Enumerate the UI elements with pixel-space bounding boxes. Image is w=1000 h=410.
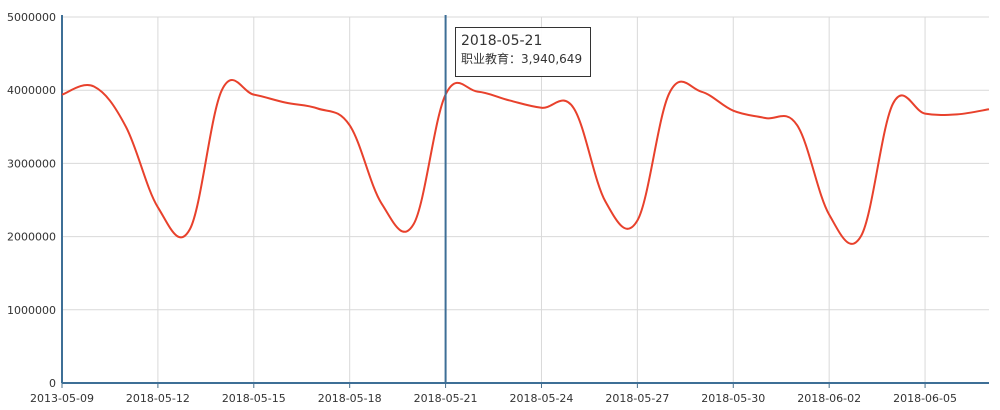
data-point[interactable]: [346, 121, 354, 129]
x-tick-label: 2018-05-21: [414, 392, 478, 405]
data-point[interactable]: [921, 110, 929, 118]
axes: [61, 15, 989, 388]
x-axis-labels: 2013-05-09 2018-05-12 2018-05-15 2018-05-18…: [30, 392, 957, 405]
x-tick-label: 2018-06-02: [797, 392, 861, 405]
data-point[interactable]: [58, 91, 66, 99]
data-point[interactable]: [154, 203, 162, 211]
x-tick-label: 2018-05-30: [701, 392, 765, 405]
data-point[interactable]: [186, 225, 194, 233]
x-tick-label: 2018-05-18: [318, 392, 382, 405]
grid-lines: [62, 16, 989, 383]
y-tick-label: 0: [49, 377, 56, 390]
data-point[interactable]: [250, 91, 258, 99]
y-tick-label: 5000000: [7, 11, 56, 24]
data-point[interactable]: [857, 232, 865, 240]
data-point[interactable]: [506, 96, 514, 104]
x-tick-label: 2013-05-09: [30, 392, 94, 405]
data-point[interactable]: [793, 121, 801, 129]
y-tick-label: 1000000: [7, 304, 56, 317]
y-axis-labels: 0 1000000 2000000 3000000 4000000 5000000: [7, 11, 56, 390]
data-point[interactable]: [442, 91, 450, 99]
tooltip-value: 职业教育：3,940,649: [461, 52, 583, 66]
data-point[interactable]: [697, 88, 705, 96]
x-tick-label: 2018-05-12: [126, 392, 190, 405]
data-point[interactable]: [729, 107, 737, 115]
data-point[interactable]: [282, 99, 290, 107]
series-line-职业教育: [61, 79, 990, 245]
data-point[interactable]: [474, 88, 482, 96]
data-point[interactable]: [665, 89, 673, 97]
data-point[interactable]: [569, 104, 577, 112]
x-tick-label: 2018-05-15: [222, 392, 286, 405]
y-tick-label: 4000000: [7, 84, 56, 97]
x-tick-label: 2018-05-27: [605, 392, 669, 405]
data-point[interactable]: [314, 105, 322, 113]
data-point[interactable]: [601, 197, 609, 205]
data-point[interactable]: [537, 104, 545, 112]
data-point[interactable]: [410, 220, 418, 228]
data-point[interactable]: [953, 110, 961, 118]
data-point[interactable]: [218, 86, 226, 94]
y-tick-label: 3000000: [7, 157, 56, 170]
x-tick-label: 2018-05-24: [510, 392, 574, 405]
data-point[interactable]: [378, 200, 386, 208]
tooltip: 2018-05-21 职业教育：3,940,649: [455, 27, 591, 77]
data-point[interactable]: [90, 83, 98, 91]
data-point[interactable]: [985, 105, 993, 113]
data-point[interactable]: [825, 211, 833, 219]
data-points[interactable]: [58, 83, 993, 240]
tooltip-date: 2018-05-21: [461, 33, 543, 49]
data-point[interactable]: [122, 123, 130, 131]
y-tick-label: 2000000: [7, 231, 56, 244]
data-point[interactable]: [761, 114, 769, 122]
x-tick-label: 2018-06-05: [893, 392, 957, 405]
data-point[interactable]: [633, 216, 641, 224]
data-point[interactable]: [889, 99, 897, 107]
series-layer: [61, 79, 990, 245]
